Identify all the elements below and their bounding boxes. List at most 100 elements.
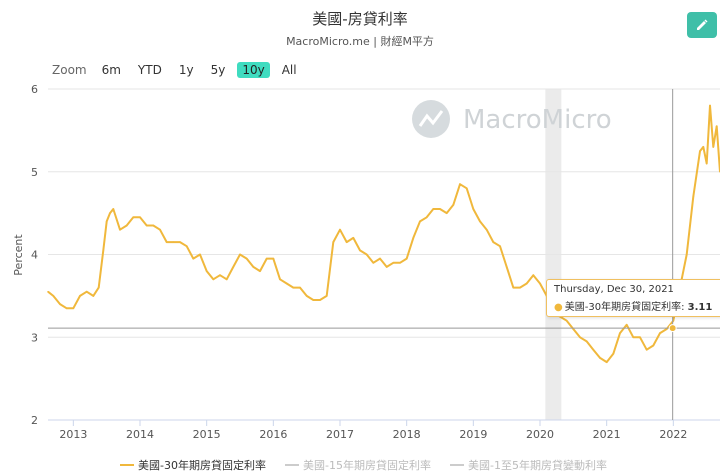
data-point: [585, 340, 588, 343]
x-tick-label: 2014: [126, 428, 154, 441]
x-tick-label: 2020: [526, 428, 554, 441]
data-point: [445, 212, 448, 214]
series-line-30yr: [47, 104, 720, 364]
data-point: [372, 261, 375, 264]
edit-button[interactable]: [687, 12, 717, 38]
data-point: [702, 146, 705, 148]
data-point: [199, 253, 201, 256]
data-point: [312, 299, 315, 301]
data-point: [252, 266, 255, 268]
data-tooltip: Thursday, Dec 30, 2021 ● 美國-30年期房貸固定利率: 3…: [546, 279, 720, 317]
data-point: [645, 348, 648, 351]
data-point: [399, 261, 401, 264]
data-point: [119, 228, 121, 231]
data-point: [705, 162, 708, 165]
legend-item-15yr[interactable]: 美國-15年期房貸固定利率: [285, 457, 431, 473]
data-point: [432, 208, 435, 210]
data-point: [485, 228, 488, 231]
data-point: [139, 216, 141, 219]
zoom-1y-button[interactable]: 1y: [178, 63, 194, 77]
data-point: [172, 241, 175, 243]
x-tick-label: 2016: [259, 428, 287, 441]
tooltip-row: ● 美國-30年期房貸固定利率: 3.11: [554, 302, 713, 313]
x-tick-label: 2018: [393, 428, 421, 441]
data-point: [465, 187, 468, 190]
zoom-ytd-button[interactable]: YTD: [137, 63, 162, 77]
data-point: [285, 282, 288, 285]
data-point: [219, 274, 221, 276]
chart-title: 美國-房貸利率: [312, 10, 408, 28]
legend-swatch-arm: [450, 464, 464, 466]
data-point: [272, 257, 275, 260]
data-point: [92, 295, 95, 297]
data-point: [685, 253, 688, 256]
legend-item-arm[interactable]: 美國-1至5年期房貸變動利率: [450, 457, 607, 473]
data-point: [319, 299, 321, 301]
data-point: [339, 228, 341, 231]
data-point: [305, 295, 308, 297]
data-point: [345, 241, 348, 243]
data-point: [592, 348, 595, 351]
data-point: [85, 290, 88, 293]
data-point: [225, 278, 228, 281]
data-point: [512, 286, 515, 289]
data-point: [112, 208, 115, 210]
data-point: [185, 245, 188, 248]
data-point: [165, 241, 168, 243]
data-point: [425, 216, 428, 219]
data-point: [652, 344, 655, 347]
tooltip-marker-icon: ●: [554, 302, 563, 313]
data-point: [239, 253, 241, 256]
data-point: [179, 241, 181, 243]
legend-label-30yr: 美國-30年期房貸固定利率: [138, 459, 266, 472]
zoom-6m-button[interactable]: 6m: [101, 63, 121, 77]
data-point: [479, 220, 481, 223]
data-point: [625, 324, 628, 326]
zoom-label: Zoom: [52, 63, 87, 77]
data-point: [532, 274, 535, 276]
data-point: [605, 361, 608, 363]
zoom-5y-button[interactable]: 5y: [210, 63, 226, 77]
data-point: [97, 286, 100, 289]
zoom-10y-button[interactable]: 10y: [237, 62, 270, 78]
data-point: [612, 353, 615, 355]
legend-swatch-30yr: [120, 464, 134, 466]
data-point: [385, 266, 388, 268]
data-point: [419, 220, 421, 223]
data-point: [412, 237, 415, 239]
x-tick-label: 2022: [659, 428, 687, 441]
data-point: [212, 278, 215, 281]
watermark-text: MacroMicro: [463, 105, 612, 135]
data-point: [102, 249, 105, 252]
y-tick-label: 6: [31, 83, 38, 96]
data-point: [59, 303, 61, 305]
legend-label-15yr: 美國-15年期房貸固定利率: [303, 459, 431, 472]
legend-item-30yr[interactable]: 美國-30年期房貸固定利率: [120, 457, 266, 473]
watermark: MacroMicro: [412, 100, 612, 138]
hover-marker: [668, 324, 677, 333]
y-tick-label: 5: [31, 166, 38, 179]
chart-subtitle: MacroMicro.me | 財經M平方: [286, 35, 434, 48]
data-point: [525, 282, 528, 285]
data-point: [599, 357, 601, 359]
data-point: [392, 261, 395, 264]
data-point: [639, 336, 641, 339]
data-point: [332, 241, 335, 243]
data-point: [72, 307, 75, 310]
data-point: [459, 183, 461, 185]
data-point: [125, 224, 128, 227]
data-point: [52, 295, 55, 297]
zoom-all-button[interactable]: All: [281, 63, 297, 77]
x-tick-label: 2015: [193, 428, 221, 441]
data-point: [709, 104, 711, 107]
legend-swatch-15yr: [285, 464, 299, 466]
data-point: [619, 332, 621, 334]
data-point: [65, 307, 68, 310]
data-point: [439, 208, 441, 210]
data-point: [132, 216, 135, 219]
data-point: [109, 212, 111, 214]
data-point: [565, 319, 568, 322]
data-point: [292, 286, 295, 289]
data-point: [205, 270, 208, 272]
